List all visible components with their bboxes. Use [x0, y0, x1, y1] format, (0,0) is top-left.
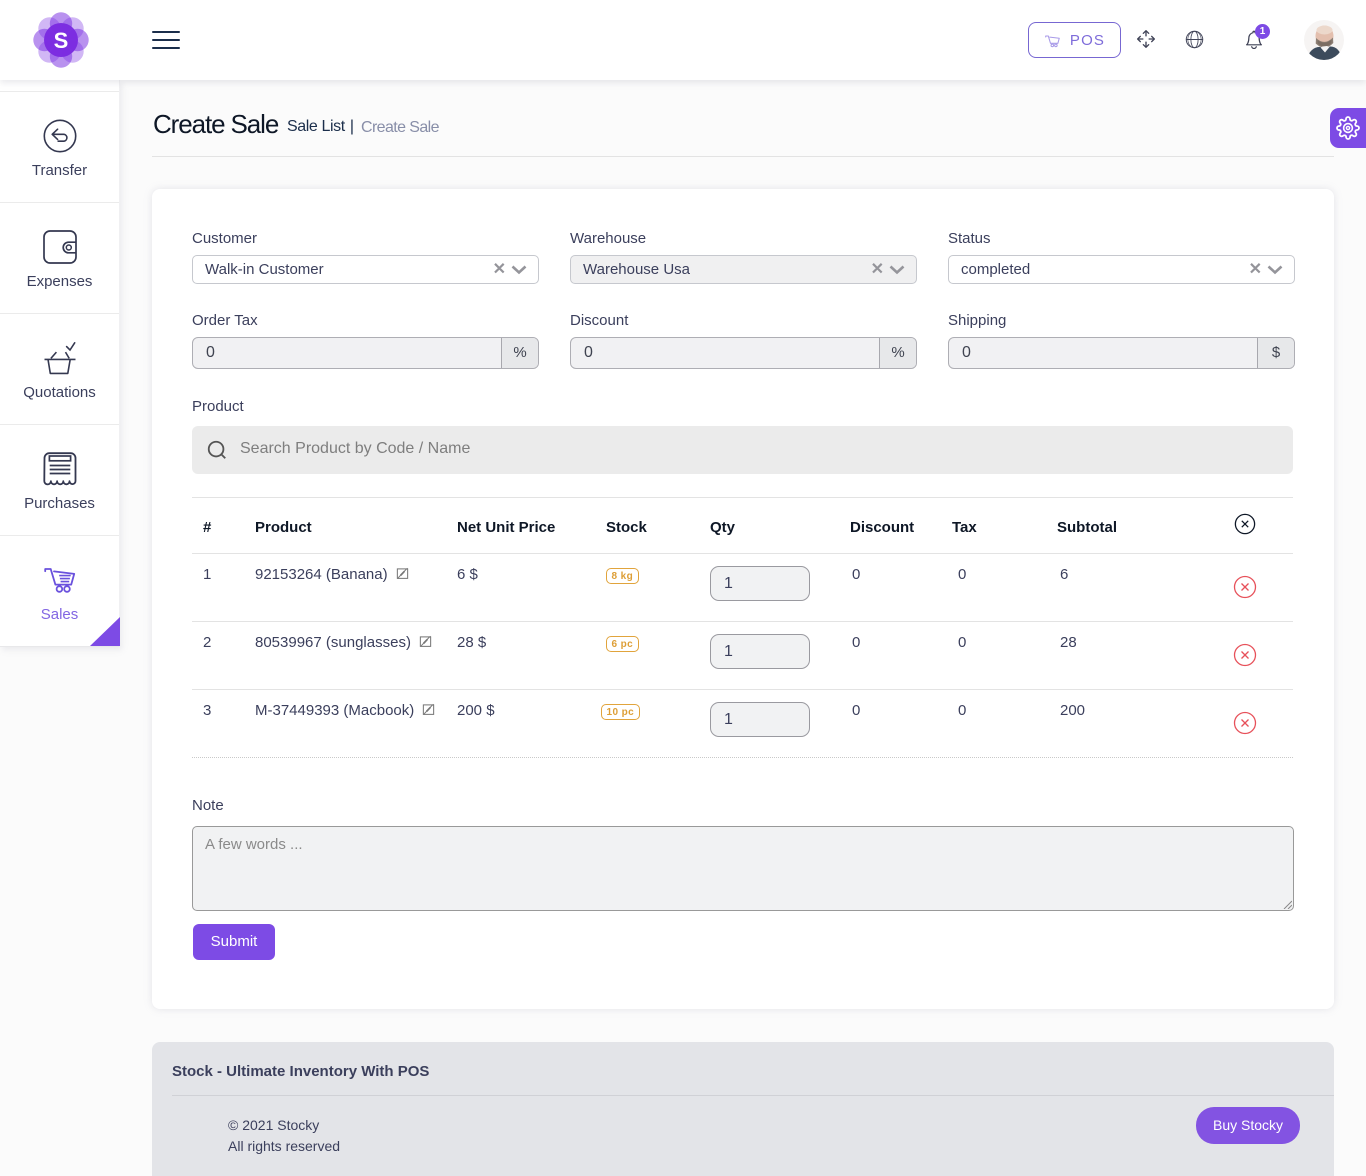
svg-text:S: S — [54, 28, 69, 53]
